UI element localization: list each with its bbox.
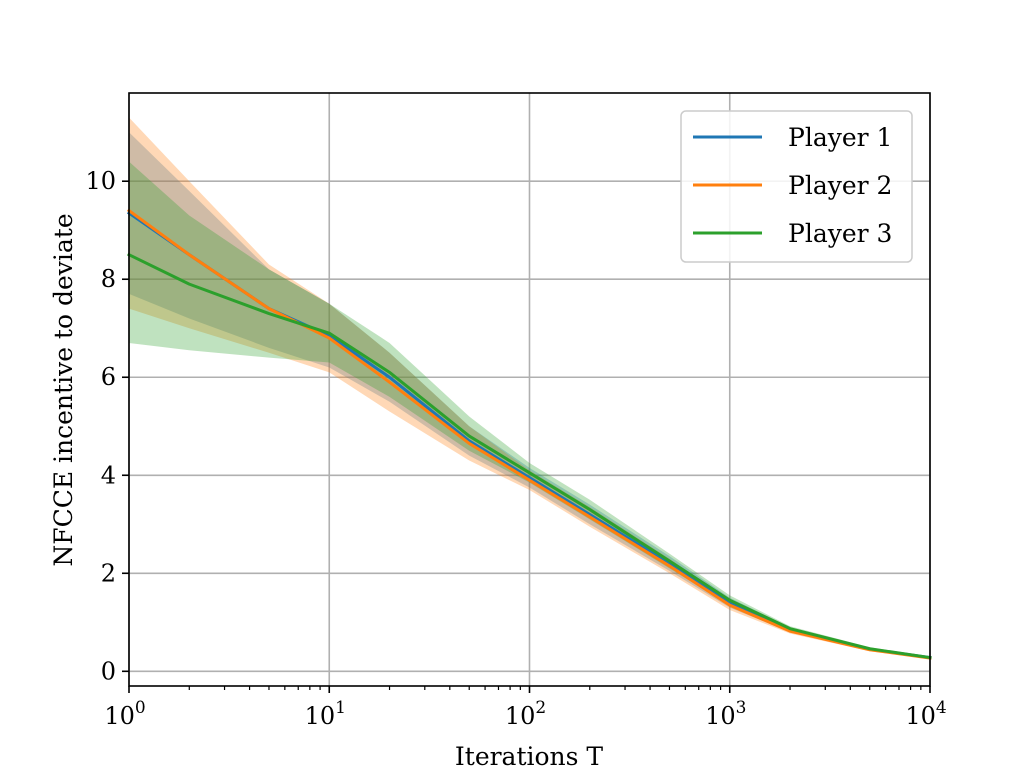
- y-tick-label: 0: [101, 657, 116, 685]
- x-tick-base: 10: [705, 702, 736, 730]
- legend-label-player-2: Player 2: [788, 171, 892, 200]
- line-player-2: [126, 208, 932, 660]
- x-tick-exponent: 0: [135, 698, 146, 718]
- x-tick-exponent: 4: [936, 698, 947, 718]
- y-axis-title-text: NFCCE incentive to deviate: [49, 213, 78, 566]
- series-lines: [126, 208, 932, 660]
- x-tick-label: 103: [705, 698, 746, 730]
- y-tick-label: 4: [101, 461, 116, 489]
- x-tick-label: 101: [305, 698, 346, 730]
- legend-frame: [680, 110, 913, 263]
- x-tick-label: 102: [505, 698, 546, 730]
- legend-label-player-3: Player 3: [788, 219, 892, 248]
- x-tick-exponent: 2: [535, 698, 546, 718]
- x-tick-base: 10: [305, 702, 336, 730]
- x-tick-exponent: 1: [335, 698, 346, 718]
- y-tick-label: 2: [101, 559, 116, 587]
- x-tick-base: 10: [104, 702, 135, 730]
- legend-label-player-1: Player 1: [788, 123, 892, 152]
- y-tick-label: 6: [101, 363, 116, 391]
- y-tick-label: 8: [101, 265, 116, 293]
- x-tick-exponent: 3: [736, 698, 747, 718]
- x-tick-base: 10: [905, 702, 936, 730]
- y-axis-title: NFCCE incentive to deviate: [49, 213, 78, 566]
- y-axis-ticks: 0 2 4 6 8 10: [85, 167, 129, 685]
- legend: Player 1 Player 2 Player 3: [680, 110, 913, 263]
- x-tick-label: 100: [104, 698, 145, 730]
- x-axis-ticks: 100 101 102 103 104: [104, 686, 947, 730]
- line-player-3: [126, 252, 932, 660]
- x-axis-title-text: Iterations T: [455, 742, 604, 771]
- x-axis-title: Iterations T: [455, 742, 604, 771]
- x-tick-label: 104: [905, 698, 946, 730]
- x-tick-base: 10: [505, 702, 536, 730]
- y-tick-label: 10: [85, 167, 116, 195]
